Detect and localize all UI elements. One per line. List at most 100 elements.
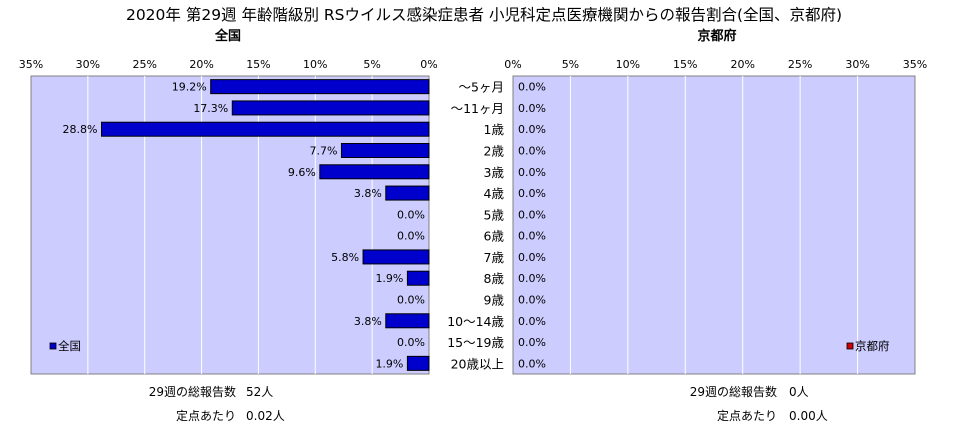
national-data-label: 0.0%	[397, 230, 425, 243]
chart-title: 2020年 第29週 年齢階級別 RSウイルス感染症患者 小児科定点医療機関から…	[126, 6, 842, 24]
national-data-label: 0.0%	[397, 208, 425, 221]
national-bar	[101, 121, 430, 137]
national-tick-label: 5%	[363, 58, 380, 71]
national-tick-label: 20%	[189, 58, 213, 71]
national-legend-swatch	[49, 342, 57, 350]
kyoto-gridlines	[569, 76, 859, 374]
kyoto-total-value: 0人	[789, 385, 809, 399]
kyoto-data-label: 0.0%	[518, 208, 546, 221]
kyoto-tick-label: 10%	[616, 58, 640, 71]
national-total-value: 52人	[246, 385, 273, 399]
kyoto-per-site-value: 0.00人	[789, 409, 828, 423]
kyoto-tick-labels: 0% 5% 10% 15% 20% 25% 30% 35%	[504, 58, 927, 71]
kyoto-data-label: 0.0%	[518, 294, 546, 307]
national-data-label: 0.0%	[397, 294, 425, 307]
national-per-site-label: 定点あたり	[176, 408, 236, 423]
national-data-labels: 19.2% 17.3% 28.8% 7.7% 9.6% 3.8% 0.0% 0.0% 5.8% 1…	[63, 81, 425, 371]
category-label: 10～14歳	[447, 314, 504, 329]
national-footer: 29週の総報告数 52人 定点あたり 0.02人	[149, 384, 285, 423]
kyoto-tick-label: 30%	[845, 58, 869, 71]
kyoto-data-label: 0.0%	[518, 102, 546, 115]
kyoto-data-label: 0.0%	[518, 230, 546, 243]
national-per-site-value: 0.02人	[246, 409, 285, 423]
kyoto-legend-label: 京都府	[855, 339, 890, 353]
kyoto-data-label: 0.0%	[518, 336, 546, 349]
national-data-label: 3.8%	[354, 187, 382, 200]
kyoto-tick-label: 25%	[788, 58, 812, 71]
national-tick-label: 35%	[19, 58, 43, 71]
national-bar	[340, 143, 430, 158]
kyoto-tick-label: 0%	[504, 58, 521, 71]
national-tick-label: 25%	[132, 58, 156, 71]
national-bar	[319, 164, 430, 180]
kyoto-tick-label: 35%	[903, 58, 927, 71]
national-data-label: 1.9%	[375, 357, 403, 370]
kyoto-data-label: 0.0%	[518, 166, 546, 179]
national-data-label: 3.8%	[354, 315, 382, 328]
category-label: ～11ヶ月	[451, 101, 504, 116]
national-bar	[406, 355, 430, 371]
kyoto-data-label: 0.0%	[518, 315, 546, 328]
national-tick-labels: 35% 30% 25% 20% 15% 10% 5% 0%	[19, 58, 438, 71]
kyoto-tick-label: 15%	[673, 58, 697, 71]
kyoto-legend-swatch	[846, 342, 854, 350]
category-label: 9歳	[484, 293, 505, 308]
national-tick-label: 30%	[76, 58, 100, 71]
kyoto-per-site-label: 定点あたり	[717, 408, 777, 423]
national-data-label: 0.0%	[397, 336, 425, 349]
national-bar	[231, 100, 430, 116]
kyoto-data-labels: 0.0% 0.0% 0.0% 0.0% 0.0% 0.0% 0.0% 0.0% 0.0% 0.0%…	[518, 81, 546, 371]
national-total-label: 29週の総報告数	[149, 384, 236, 399]
national-data-label: 19.2%	[172, 81, 207, 94]
national-data-label: 1.9%	[375, 272, 403, 285]
national-tick-label: 15%	[246, 58, 270, 71]
kyoto-data-label: 0.0%	[518, 357, 546, 370]
national-tick-label: 0%	[420, 58, 437, 71]
category-label: ～5ヶ月	[459, 80, 504, 95]
national-bar	[385, 313, 430, 329]
kyoto-legend: 京都府	[846, 339, 890, 353]
category-label: 1歳	[484, 122, 505, 137]
kyoto-tick-label: 5%	[562, 58, 579, 71]
national-bar	[385, 185, 430, 201]
national-data-label: 5.8%	[331, 251, 359, 264]
kyoto-plot-area	[512, 75, 916, 375]
national-chart: 35% 30% 25% 20% 15% 10% 5% 0% 19.2% 17.3% 28.8% 7.…	[19, 58, 438, 375]
national-bar	[362, 249, 430, 265]
kyoto-data-label: 0.0%	[518, 145, 546, 158]
national-plot-area	[30, 75, 430, 375]
national-bar	[406, 270, 430, 286]
kyoto-chart: 0% 5% 10% 15% 20% 25% 30% 35% 0.0%0.0%0.0%0.0%0…	[504, 58, 927, 375]
national-data-label: 17.3%	[193, 102, 228, 115]
national-data-label: 28.8%	[63, 123, 98, 136]
national-bar	[210, 79, 430, 95]
kyoto-total-label: 29週の総報告数	[690, 384, 777, 399]
category-label: 3歳	[484, 165, 505, 180]
category-label: 4歳	[484, 186, 505, 201]
kyoto-panel-title: 京都府	[697, 28, 736, 44]
national-legend-label: 全国	[58, 339, 81, 353]
kyoto-data-label: 0.0%	[518, 123, 546, 136]
kyoto-data-label: 0.0%	[518, 251, 546, 264]
category-label: 5歳	[484, 207, 505, 222]
category-labels: ～5ヶ月 ～11ヶ月 1歳 2歳 3歳 4歳 5歳 6歳 7歳 8歳 9歳 10～14歳 15～19歳 2…	[447, 80, 504, 372]
national-panel-title: 全国	[214, 28, 241, 44]
category-label: 8歳	[484, 271, 505, 286]
kyoto-data-label: 0.0%	[518, 187, 546, 200]
category-label: 20歳以上	[451, 356, 504, 371]
national-tick-label: 10%	[303, 58, 327, 71]
kyoto-data-label: 0.0%	[518, 272, 546, 285]
national-data-label: 7.7%	[309, 145, 337, 158]
national-legend: 全国	[49, 339, 81, 353]
kyoto-footer: 29週の総報告数 0人 定点あたり 0.00人	[690, 384, 828, 423]
category-label: 6歳	[484, 229, 505, 244]
national-data-label: 9.6%	[288, 166, 316, 179]
category-label: 2歳	[484, 144, 505, 159]
kyoto-tick-label: 20%	[730, 58, 754, 71]
national-bars	[101, 79, 430, 371]
category-label: 7歳	[484, 250, 505, 265]
category-label: 15～19歳	[447, 335, 504, 350]
kyoto-data-label: 0.0%	[518, 81, 546, 94]
